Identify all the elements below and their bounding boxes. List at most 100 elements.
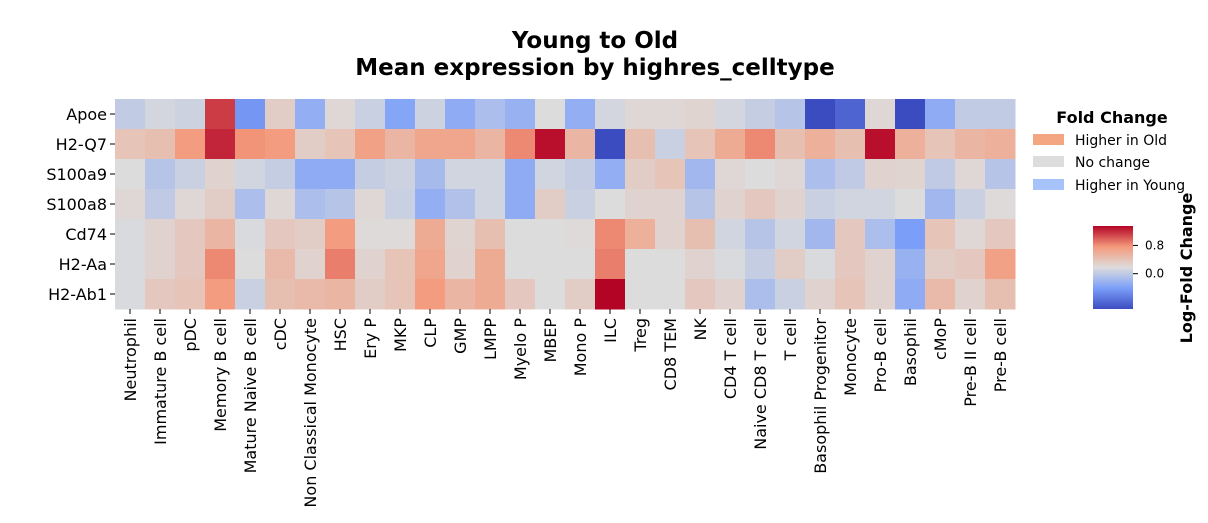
heatmap-cell [325, 129, 356, 160]
heatmap-cell [685, 189, 716, 220]
heatmap-cell [745, 189, 776, 220]
heatmap-cell [625, 159, 656, 190]
column-label: Pre-B II cell [961, 318, 980, 407]
heatmap-cell [265, 249, 296, 280]
heatmap-cell [235, 189, 266, 220]
heatmap-cell [565, 129, 596, 160]
heatmap-cell [355, 129, 386, 160]
heatmap-cell [565, 159, 596, 190]
legend: Fold Change Higher in Old No change High… [1033, 108, 1185, 194]
heatmap-cell [385, 159, 416, 190]
heatmap-cell [955, 189, 986, 220]
heatmap-cell [865, 279, 896, 310]
heatmap-cell [775, 159, 806, 190]
heatmap-cell [655, 99, 686, 130]
heatmap-cell [205, 219, 236, 250]
heatmap-cell [505, 99, 536, 130]
heatmap-cell [355, 279, 386, 310]
row-label: H2-Q7 [56, 135, 107, 154]
row-label: Cd74 [65, 225, 107, 244]
heatmap-cell [775, 189, 806, 220]
heatmap-cell [655, 219, 686, 250]
heatmap-cell [265, 129, 296, 160]
heatmap-cell [235, 99, 266, 130]
heatmap-cell [805, 99, 836, 130]
heatmap-cell [385, 249, 416, 280]
column-label: Non Classical Monocyte [301, 318, 320, 508]
heatmap-cell [385, 99, 416, 130]
heatmap-cell [985, 219, 1016, 250]
heatmap-cell [655, 129, 686, 160]
heatmap-cell [925, 279, 956, 310]
column-label: Ery P [361, 318, 380, 359]
heatmap-cell [625, 249, 656, 280]
heatmap-cell [265, 219, 296, 250]
heatmap-cell [385, 279, 416, 310]
column-label: MKP [391, 318, 410, 352]
heatmap-cell [175, 189, 206, 220]
heatmap-cell [745, 279, 776, 310]
heatmap-cell [625, 129, 656, 160]
heatmap-cell [355, 159, 386, 190]
heatmap-cell [565, 219, 596, 250]
heatmap-cell [805, 279, 836, 310]
heatmap-cell [805, 159, 836, 190]
heatmap-cell [115, 219, 146, 250]
heatmap-cell [955, 159, 986, 190]
column-label: Memory B cell [211, 318, 230, 432]
heatmap-cell [775, 99, 806, 130]
heatmap-cell [355, 249, 386, 280]
legend-label-no-change: No change [1075, 155, 1150, 171]
heatmap-cell [205, 129, 236, 160]
heatmap-cell [925, 129, 956, 160]
heatmap-cell [805, 189, 836, 220]
heatmap-cell [235, 159, 266, 190]
column-label: Mature Naive B cell [241, 318, 260, 473]
heatmap-cell [445, 99, 476, 130]
heatmap-cell [685, 129, 716, 160]
heatmap-cell [595, 99, 626, 130]
heatmap-cell [865, 219, 896, 250]
heatmap-cell [445, 189, 476, 220]
heatmap-cell [475, 279, 506, 310]
column-label: Immature B cell [151, 318, 170, 445]
heatmap-cell [295, 129, 326, 160]
colorbar-tick-label: 0.0 [1145, 267, 1164, 281]
heatmap-cell [415, 279, 446, 310]
heatmap-cell [205, 249, 236, 280]
heatmap-cell [535, 189, 566, 220]
column-label: Basophil Progenitor [811, 318, 830, 474]
heatmap-cell [355, 99, 386, 130]
heatmap-cell [865, 249, 896, 280]
heatmap-cell [115, 99, 146, 130]
heatmap-cell [415, 129, 446, 160]
column-label: cDC [271, 318, 290, 350]
column-label: Neutrophil [121, 318, 140, 401]
row-label: Apoe [66, 105, 107, 124]
heatmap-cell [715, 249, 746, 280]
heatmap-cell [205, 279, 236, 310]
heatmap-cell [595, 219, 626, 250]
heatmap-cell [865, 189, 896, 220]
heatmap-cell [985, 159, 1016, 190]
legend-label-young: Higher in Young [1075, 178, 1185, 194]
heatmap-cell [505, 159, 536, 190]
colorbar-gradient [1093, 226, 1133, 309]
heatmap-cell [595, 189, 626, 220]
legend-label-old: Higher in Old [1075, 133, 1167, 149]
heatmap-cell [595, 249, 626, 280]
heatmap-cell [985, 189, 1016, 220]
heatmap-cell [235, 279, 266, 310]
heatmap-cell [655, 249, 686, 280]
column-label: GMP [451, 318, 470, 354]
heatmap-cell [835, 159, 866, 190]
heatmap-cell [145, 279, 176, 310]
heatmap-cell [295, 99, 326, 130]
column-label: Basophil [901, 318, 920, 386]
heatmap-cell [325, 279, 356, 310]
heatmap-cell [145, 219, 176, 250]
heatmap-cell [805, 219, 836, 250]
heatmap-cell [415, 249, 446, 280]
heatmap-cell [835, 189, 866, 220]
